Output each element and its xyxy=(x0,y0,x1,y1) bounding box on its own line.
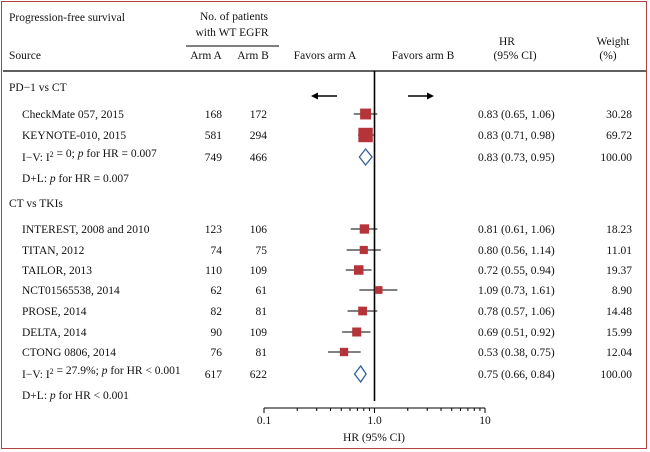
study-arm-b: 172 xyxy=(250,109,268,121)
study-hr-ci: 0.69 (0.51, 0.92) xyxy=(478,327,555,339)
study-weight: 18.23 xyxy=(606,224,632,236)
study-arm-a: 74 xyxy=(211,245,223,257)
header-weight-pct: (%) xyxy=(599,50,616,62)
pooled-diamond xyxy=(353,364,367,384)
header-arm-b: Arm B xyxy=(237,50,269,62)
x-axis-label: HR (95% CI) xyxy=(343,432,405,444)
study-arm-a: 168 xyxy=(205,109,223,121)
study-name: TAILOR, 2013 xyxy=(22,265,92,277)
study-weight: 11.01 xyxy=(607,245,633,257)
study-name: TITAN, 2012 xyxy=(22,245,85,257)
arrow-left-head xyxy=(311,92,318,100)
study-arm-a: 90 xyxy=(211,327,223,339)
header-favors-b: Favors arm B xyxy=(392,50,455,62)
study-weight: 30.28 xyxy=(606,109,632,121)
study-hr-ci: 0.83 (0.71, 0.98) xyxy=(478,130,555,142)
study-name: CheckMate 057, 2015 xyxy=(22,109,124,121)
study-hr-ci: 0.80 (0.56, 1.14) xyxy=(478,245,555,257)
study-arm-a: 62 xyxy=(211,285,223,297)
study-arm-a: 123 xyxy=(205,224,223,236)
study-hr-ci: 1.09 (0.73, 1.61) xyxy=(478,285,555,297)
pooled-arm-b: 466 xyxy=(250,152,268,164)
study-arm-a: 76 xyxy=(211,347,223,359)
pooled-label: I−V: I2 = 0; p for HR = 0.007 xyxy=(22,148,157,164)
study-hr-ci: 0.53 (0.38, 0.75) xyxy=(478,347,555,359)
group-label: PD−1 vs CT xyxy=(9,82,67,94)
arrow-right-head xyxy=(427,92,434,100)
dl-pvalue: D+L: p for HR = 0.007 xyxy=(22,173,129,185)
hr-marker xyxy=(339,347,349,357)
study-arm-b: 61 xyxy=(256,285,268,297)
hr-marker xyxy=(359,245,368,255)
pooled-arm-a: 617 xyxy=(205,369,223,381)
study-hr-ci: 0.72 (0.55, 0.94) xyxy=(478,265,555,277)
study-arm-a: 581 xyxy=(205,130,223,142)
x-tick-label: 10 xyxy=(479,415,491,427)
pooled-label: I−V: I2 = 27.9%; p for HR < 0.001 xyxy=(22,365,181,381)
study-weight: 14.48 xyxy=(606,306,632,318)
dl-pvalue: D+L: p for HR < 0.001 xyxy=(22,390,129,402)
study-arm-a: 82 xyxy=(211,306,223,318)
header-weight: Weight xyxy=(597,36,631,48)
study-weight: 69.72 xyxy=(606,130,632,142)
study-name: NCT01565538, 2014 xyxy=(22,285,120,297)
study-name: KEYNOTE-010, 2015 xyxy=(22,130,126,142)
pooled-weight: 100.00 xyxy=(600,152,632,164)
hr-marker xyxy=(358,127,373,143)
hr-marker xyxy=(358,306,367,316)
study-name: DELTA, 2014 xyxy=(22,327,87,339)
hr-marker xyxy=(359,224,370,234)
hr-marker xyxy=(374,286,383,294)
header-arm-a: Arm A xyxy=(190,50,222,62)
study-weight: 12.04 xyxy=(606,347,632,359)
hr-marker xyxy=(353,265,364,275)
study-arm-b: 81 xyxy=(256,306,268,318)
study-hr-ci: 0.78 (0.57, 1.06) xyxy=(478,306,555,318)
pooled-hr-ci: 0.83 (0.73, 0.95) xyxy=(478,152,555,164)
pooled-diamond xyxy=(358,147,373,167)
study-name: INTEREST, 2008 and 2010 xyxy=(22,224,150,236)
pooled-arm-a: 749 xyxy=(205,152,223,164)
study-name: CTONG 0806, 2014 xyxy=(22,347,116,359)
chart-title: Progression-free survival xyxy=(9,12,125,24)
group-label: CT vs TKIs xyxy=(9,198,63,210)
study-weight: 8.90 xyxy=(612,285,632,297)
pooled-weight: 100.00 xyxy=(600,369,632,381)
x-tick-label: 0.1 xyxy=(257,415,272,427)
hr-marker xyxy=(360,108,371,120)
header-patients-line2: with WT EGFR xyxy=(195,27,268,39)
header-favors-a: Favors arm A xyxy=(294,50,357,62)
study-hr-ci: 0.81 (0.61, 1.06) xyxy=(478,224,555,236)
study-arm-b: 75 xyxy=(256,245,268,257)
study-weight: 19.37 xyxy=(606,265,632,277)
study-arm-b: 109 xyxy=(250,265,268,277)
study-arm-b: 106 xyxy=(250,224,268,236)
study-arm-b: 81 xyxy=(256,347,268,359)
header-hr-ci: (95% CI) xyxy=(493,50,536,62)
study-hr-ci: 0.83 (0.65, 1.06) xyxy=(478,109,555,121)
header-patients-line1: No. of patients xyxy=(200,11,269,23)
header-source: Source xyxy=(9,50,41,62)
study-weight: 15.99 xyxy=(606,327,632,339)
x-tick-label: 1.0 xyxy=(367,415,382,427)
study-arm-a: 110 xyxy=(205,265,222,277)
pooled-hr-ci: 0.75 (0.66, 0.84) xyxy=(478,369,555,381)
study-arm-b: 109 xyxy=(250,327,268,339)
pooled-arm-b: 622 xyxy=(250,369,268,381)
header-hr: HR xyxy=(499,36,515,48)
study-name: PROSE, 2014 xyxy=(22,306,87,318)
hr-marker xyxy=(352,327,362,337)
study-arm-b: 294 xyxy=(250,130,268,142)
